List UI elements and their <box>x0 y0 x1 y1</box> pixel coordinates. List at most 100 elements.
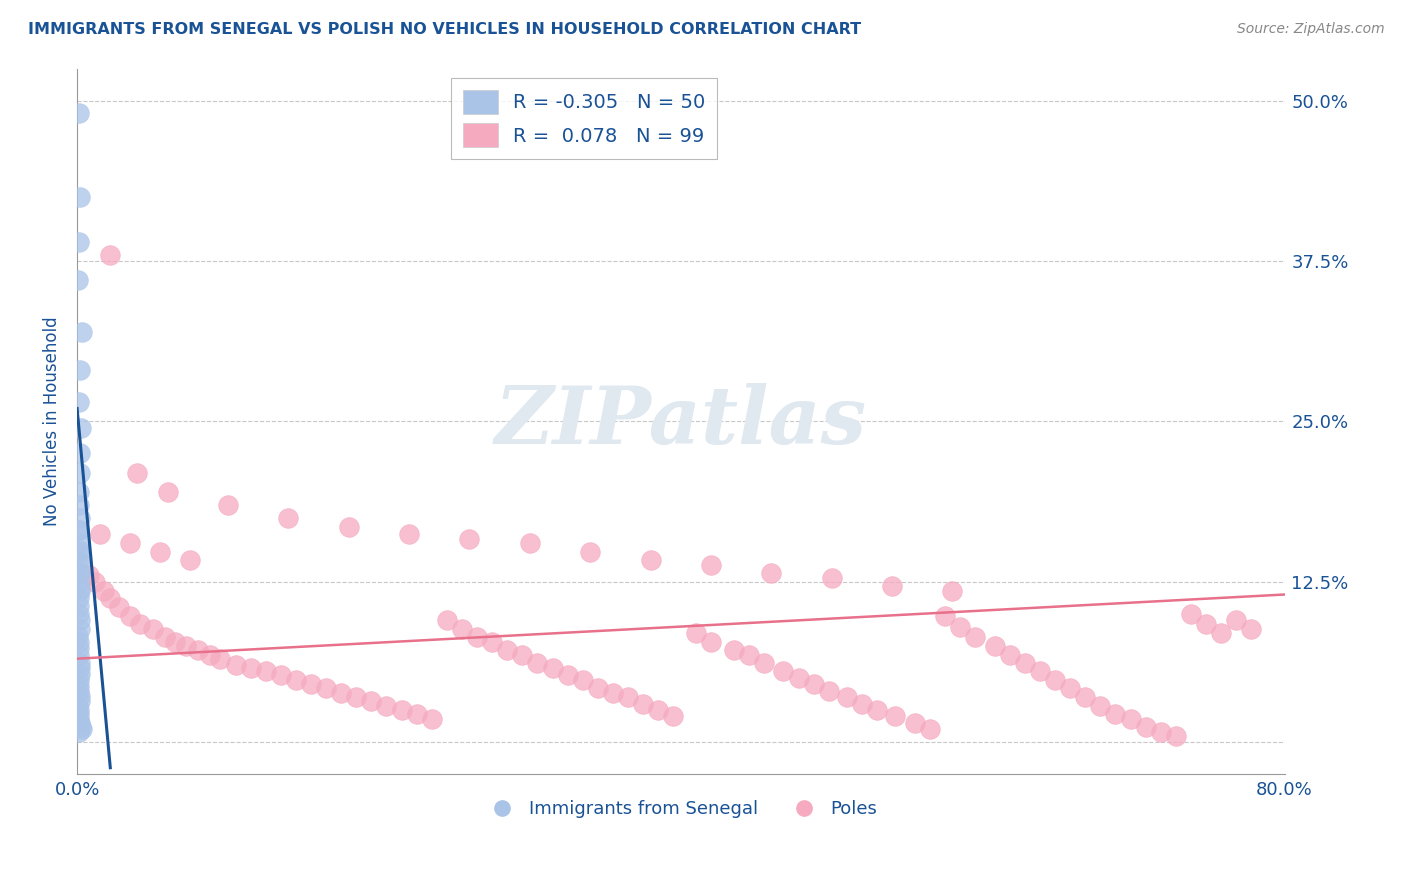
Poles <box>84 574 107 589</box>
Poles <box>156 484 179 499</box>
Poles <box>337 519 360 533</box>
Poles <box>405 706 427 721</box>
Immigrants from Senegal <box>69 363 91 377</box>
Poles <box>89 527 111 541</box>
Poles <box>983 639 1005 653</box>
Poles <box>277 510 299 524</box>
Poles <box>118 609 141 624</box>
Immigrants from Senegal <box>67 524 90 538</box>
Poles <box>93 583 115 598</box>
Poles <box>965 630 987 644</box>
Immigrants from Senegal <box>67 106 90 120</box>
Poles <box>685 626 707 640</box>
Poles <box>998 648 1021 662</box>
Poles <box>526 656 548 670</box>
Immigrants from Senegal <box>67 724 90 739</box>
Poles <box>662 709 685 723</box>
Immigrants from Senegal <box>69 715 91 730</box>
Poles <box>179 553 201 567</box>
Poles <box>617 690 640 705</box>
Poles <box>465 630 488 644</box>
Poles <box>1059 681 1081 695</box>
Immigrants from Senegal <box>67 635 90 649</box>
Poles <box>142 622 165 636</box>
Immigrants from Senegal <box>69 622 91 636</box>
Poles <box>817 683 839 698</box>
Immigrants from Senegal <box>67 273 90 287</box>
Poles <box>821 571 844 585</box>
Poles <box>803 677 825 691</box>
Immigrants from Senegal <box>67 683 90 698</box>
Poles <box>187 642 209 657</box>
Poles <box>239 660 262 674</box>
Immigrants from Senegal <box>69 613 91 627</box>
Immigrants from Senegal <box>67 536 90 550</box>
Poles <box>835 690 858 705</box>
Poles <box>330 686 353 700</box>
Immigrants from Senegal <box>69 660 91 674</box>
Immigrants from Senegal <box>69 689 91 703</box>
Immigrants from Senegal <box>67 607 90 621</box>
Poles <box>541 660 564 674</box>
Poles <box>866 703 889 717</box>
Immigrants from Senegal <box>69 694 91 708</box>
Poles <box>153 630 176 644</box>
Poles <box>1090 699 1112 714</box>
Poles <box>98 591 121 606</box>
Poles <box>165 635 187 649</box>
Poles <box>851 697 873 711</box>
Immigrants from Senegal <box>69 667 91 681</box>
Poles <box>344 690 367 705</box>
Poles <box>127 466 149 480</box>
Poles <box>209 651 232 665</box>
Immigrants from Senegal <box>70 720 93 734</box>
Text: ZIPatlas: ZIPatlas <box>495 383 868 460</box>
Poles <box>579 545 602 559</box>
Poles <box>918 723 941 737</box>
Poles <box>391 703 413 717</box>
Poles <box>1240 622 1263 636</box>
Poles <box>1074 690 1097 705</box>
Poles <box>1135 720 1157 734</box>
Immigrants from Senegal <box>67 542 90 557</box>
Poles <box>198 648 221 662</box>
Immigrants from Senegal <box>67 648 90 662</box>
Poles <box>631 697 654 711</box>
Poles <box>174 639 197 653</box>
Poles <box>723 642 745 657</box>
Immigrants from Senegal <box>69 583 91 598</box>
Immigrants from Senegal <box>67 641 90 656</box>
Poles <box>458 533 481 547</box>
Poles <box>1180 607 1202 621</box>
Poles <box>1014 656 1036 670</box>
Poles <box>108 600 131 615</box>
Poles <box>949 619 972 633</box>
Poles <box>1104 706 1126 721</box>
Poles <box>360 694 382 708</box>
Poles <box>571 673 593 688</box>
Poles <box>1043 673 1066 688</box>
Immigrants from Senegal <box>67 556 90 570</box>
Legend: Immigrants from Senegal, Poles: Immigrants from Senegal, Poles <box>477 793 884 825</box>
Poles <box>420 712 443 726</box>
Poles <box>1211 626 1233 640</box>
Poles <box>217 498 239 512</box>
Poles <box>761 566 783 580</box>
Poles <box>602 686 624 700</box>
Immigrants from Senegal <box>67 566 90 580</box>
Immigrants from Senegal <box>69 656 91 670</box>
Poles <box>700 635 723 649</box>
Immigrants from Senegal <box>67 673 90 688</box>
Poles <box>880 578 903 592</box>
Immigrants from Senegal <box>67 712 90 726</box>
Poles <box>1029 665 1052 679</box>
Poles <box>149 545 172 559</box>
Immigrants from Senegal <box>67 599 90 613</box>
Poles <box>772 665 794 679</box>
Poles <box>904 715 927 730</box>
Poles <box>481 635 503 649</box>
Poles <box>557 668 579 682</box>
Text: IMMIGRANTS FROM SENEGAL VS POLISH NO VEHICLES IN HOUSEHOLD CORRELATION CHART: IMMIGRANTS FROM SENEGAL VS POLISH NO VEH… <box>28 22 862 37</box>
Immigrants from Senegal <box>67 235 90 249</box>
Immigrants from Senegal <box>67 629 90 643</box>
